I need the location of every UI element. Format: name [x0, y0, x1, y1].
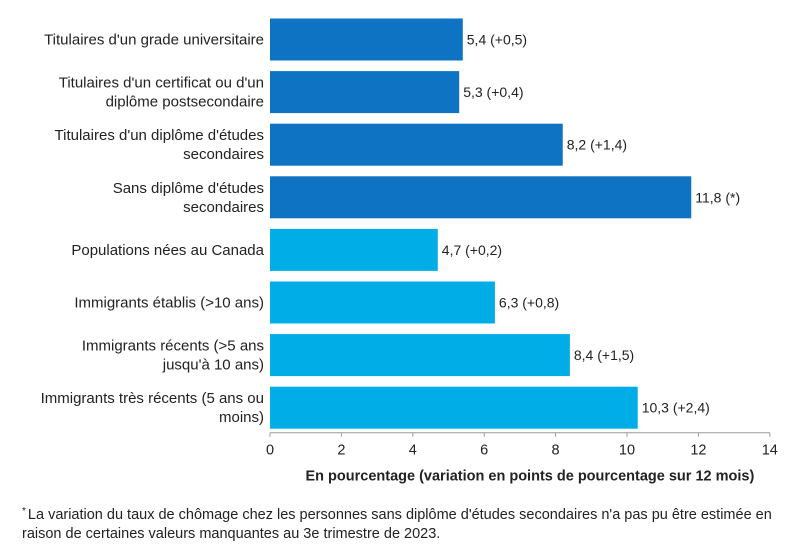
- footnote-marker: *: [22, 506, 26, 517]
- data-label: 4,7 (+0,2): [442, 242, 502, 258]
- category-label: Titulaires d'un diplôme d'études secondai…: [55, 127, 264, 163]
- data-label: 8,2 (+1,4): [567, 137, 627, 153]
- data-label: 5,4 (+0,5): [467, 32, 527, 48]
- data-label: 10,3 (+2,4): [642, 400, 710, 416]
- category-label: Immigrants établis (>10 ans): [74, 295, 264, 312]
- category-label: Immigrants très récents (5 ans ou moins): [41, 390, 264, 426]
- x-tick-label: 6: [480, 443, 488, 459]
- footnote-text: La variation du taux de chômage chez les…: [22, 507, 772, 542]
- category-label: Titulaires d'un grade universitaire: [44, 32, 264, 49]
- value-labels-group: 5,4 (+0,5) 5,3 (+0,4) 8,2 (+1,4) 11,8 (*) 4,…: [442, 32, 740, 416]
- x-axis-title: En pourcentage (variation en points de p…: [306, 469, 755, 485]
- x-tick-label: 10: [619, 443, 635, 459]
- bar: [270, 71, 460, 114]
- category-label: Populations nées au Canada: [71, 242, 264, 259]
- bar: [270, 123, 563, 166]
- bar: [270, 18, 463, 61]
- x-tick-label: 12: [690, 443, 706, 459]
- bar: [270, 228, 438, 271]
- x-tick-label: 0: [266, 443, 274, 459]
- bar: [270, 281, 495, 324]
- x-tick-label: 8: [552, 443, 560, 459]
- bars-group: [270, 18, 692, 429]
- data-label: 8,4 (+1,5): [574, 347, 634, 363]
- x-tick-label: 2: [337, 443, 345, 459]
- x-tick-label: 4: [409, 443, 417, 459]
- category-label: Titulaires d'un certificat ou d'un diplôm…: [59, 75, 264, 111]
- data-label: 11,8 (*): [695, 189, 740, 205]
- category-label: Immigrants récents (>5 ans jusqu'à 10 ans…: [82, 338, 264, 374]
- x-tick-label: 14: [762, 443, 778, 459]
- bar: [270, 176, 692, 219]
- bar-chart: Titulaires d'un grade universitaire Titul…: [41, 18, 778, 485]
- bar: [270, 334, 570, 377]
- footnote: * La variation du taux de chômage chez le…: [22, 502, 792, 544]
- bar: [270, 386, 638, 429]
- data-label: 6,3 (+0,8): [499, 295, 559, 311]
- category-label: Sans diplôme d'études secondaires: [113, 180, 264, 216]
- data-label: 5,3 (+0,4): [463, 84, 523, 100]
- x-ticks-group: 0 2 4 6 8 10 12 14: [266, 432, 778, 459]
- category-labels-group: Titulaires d'un grade universitaire Titul…: [41, 32, 265, 427]
